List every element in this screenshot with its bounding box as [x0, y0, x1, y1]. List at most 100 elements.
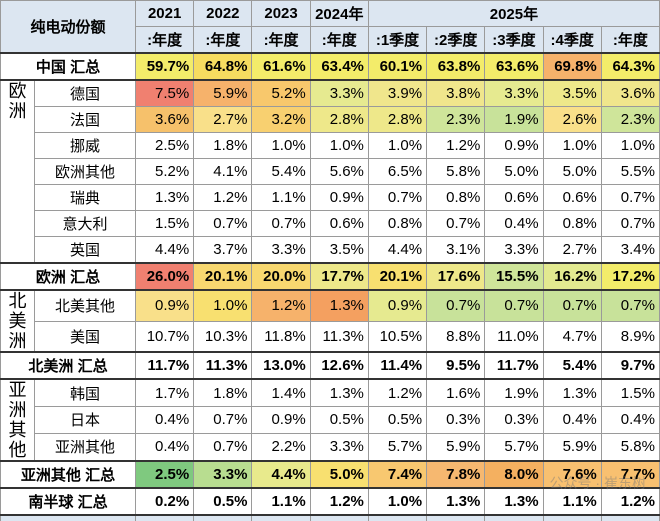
value-cell: 2.8% [309, 106, 369, 133]
period-header: :年度 [600, 26, 660, 54]
value-cell: 11.3% [309, 320, 369, 353]
watermark: 公众号 · 崔东树 [549, 475, 646, 491]
corner: 纯电动份额 [0, 0, 137, 54]
group-label: 欧洲 [0, 79, 35, 264]
value-cell: 11.8% [251, 320, 311, 353]
period-header: :2季度 [426, 26, 486, 54]
value-cell: 3.7% [193, 236, 253, 264]
row-label: 日本 [33, 406, 137, 434]
value-cell: 100% [309, 514, 369, 521]
value-cell: 1.0% [309, 132, 369, 159]
year-header: 2022 [193, 0, 253, 27]
value-cell: 0.3% [426, 406, 486, 434]
value-cell: 7.5% [135, 79, 195, 107]
value-cell: 0.7% [193, 432, 253, 462]
value-cell: 0.5% [193, 487, 253, 516]
value-cell: 10.7% [135, 320, 195, 353]
value-cell: 4.4% [135, 236, 195, 264]
value-cell: 2.3% [426, 106, 486, 133]
value-cell: 11.7% [135, 351, 195, 380]
value-cell: 4.4% [251, 460, 311, 489]
value-cell: 100% [484, 514, 544, 521]
value-cell: 1.1% [251, 184, 311, 211]
value-cell: 0.5% [309, 406, 369, 434]
data-row: 欧洲其他 5.2% 4.1% 5.4% 5.6% 6.5% 5.8% 5.0% 5.0% 5.5% [1, 158, 660, 185]
value-cell: 1.5% [135, 210, 195, 237]
value-cell: 15.5% [484, 262, 544, 291]
value-cell: 1.0% [193, 289, 253, 322]
value-cell: 0.7% [600, 184, 660, 211]
data-row: 美国 10.7% 10.3% 11.8% 11.3% 10.5% 8.8% 11.0% 4.7%… [1, 320, 660, 353]
value-cell: 11.3% [193, 351, 253, 380]
value-cell: 59.7% [135, 52, 195, 81]
summary-row: 北美洲 汇总 11.7% 11.3% 13.0% 12.6% 11.4% 9.5% 11.7%… [0, 351, 660, 380]
value-cell: 1.3% [542, 378, 602, 407]
value-cell: 8.9% [600, 320, 660, 353]
value-cell: 63.6% [484, 52, 544, 81]
value-cell: 0.6% [309, 210, 369, 237]
value-cell: 1.4% [251, 378, 311, 407]
value-cell: 60.1% [367, 52, 428, 81]
value-cell: 3.2% [251, 106, 311, 133]
group-text: 欧洲 [8, 81, 27, 121]
group-text: 亚洲其他 [8, 380, 27, 460]
row-label: 瑞典 [33, 184, 137, 211]
row-label: 英国 [33, 236, 137, 264]
value-cell: 11.7% [484, 351, 544, 380]
value-cell: 1.2% [600, 487, 660, 516]
value-cell: 17.6% [426, 262, 486, 291]
value-cell: 5.7% [367, 432, 428, 462]
value-cell: 5.2% [251, 79, 311, 107]
row-label: 韩国 [33, 378, 137, 407]
value-cell: 0.7% [600, 289, 660, 322]
value-cell: 17.2% [600, 262, 660, 291]
value-cell: 2.7% [193, 106, 253, 133]
value-cell: 0.7% [193, 210, 253, 237]
header-row: :年度:年度:年度:年度:1季度:2季度:3季度:4季度:年度 [1, 26, 660, 54]
value-cell: 5.4% [251, 158, 311, 185]
period-header: :3季度 [484, 26, 544, 54]
summary-row: 欧洲 汇总 26.0% 20.1% 20.0% 17.7% 20.1% 17.6% 15.5%… [0, 262, 660, 291]
row-label: 意大利 [33, 210, 137, 237]
value-cell: 5.8% [426, 158, 486, 185]
value-cell: 20.0% [251, 262, 311, 291]
row-label: 亚洲其他 [33, 432, 137, 462]
value-cell: 5.2% [135, 158, 195, 185]
data-row: 北美洲 北美其他 0.9% 1.0% 1.2% 1.3% 0.9% 0.7% 0.7% 0.7% 0… [0, 289, 660, 353]
value-cell: 5.6% [309, 158, 369, 185]
value-cell: 0.9% [135, 289, 195, 322]
value-cell: 0.7% [367, 184, 428, 211]
period-header: :年度 [135, 26, 195, 54]
value-cell: 1.6% [426, 378, 486, 407]
data-row: 亚洲其他 0.4% 0.7% 2.2% 3.3% 5.7% 5.9% 5.7% 5.9% 5.8% [1, 432, 660, 462]
value-cell: 0.2% [135, 487, 195, 516]
value-cell: 1.0% [251, 132, 311, 159]
value-cell: 0.4% [135, 432, 195, 462]
group-label: 北美洲 [0, 289, 35, 353]
value-cell: 64.3% [600, 52, 660, 81]
value-cell: 2.7% [542, 236, 602, 264]
value-cell: 100% [367, 514, 428, 521]
value-cell: 8.8% [426, 320, 486, 353]
value-cell: 1.7% [135, 378, 195, 407]
value-cell: 5.7% [484, 432, 544, 462]
row-label: 南半球 汇总 [0, 487, 137, 516]
value-cell: 2.2% [251, 432, 311, 462]
value-cell: 2.5% [135, 132, 195, 159]
value-cell: 7.4% [367, 460, 428, 489]
value-cell: 2.6% [542, 106, 602, 133]
value-cell: 5.4% [542, 351, 602, 380]
value-cell: 12.6% [309, 351, 369, 380]
value-cell: 3.9% [367, 79, 428, 107]
value-cell: 5.9% [542, 432, 602, 462]
value-cell: 1.9% [484, 378, 544, 407]
value-cell: 1.8% [193, 132, 253, 159]
period-header: :年度 [251, 26, 311, 54]
value-cell: 1.2% [426, 132, 486, 159]
value-cell: 0.9% [367, 289, 428, 322]
year-header: 2025年 [367, 0, 660, 27]
row-label: 总计 [0, 514, 137, 521]
value-cell: 3.8% [426, 79, 486, 107]
